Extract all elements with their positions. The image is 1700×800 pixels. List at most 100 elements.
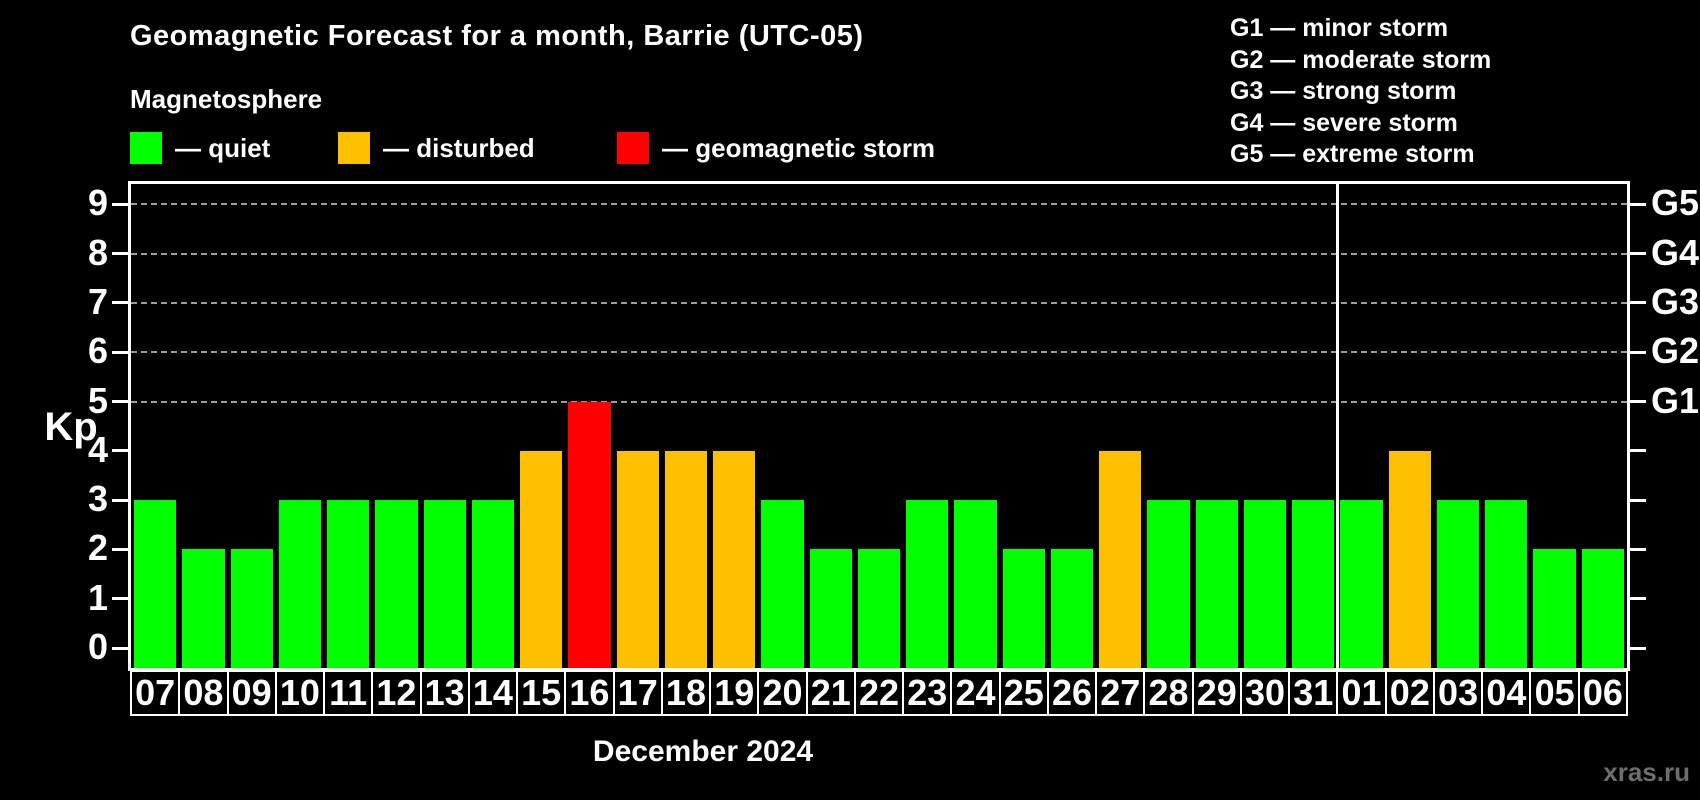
- day-label-15: 15: [516, 670, 567, 716]
- day-label-30: 30: [1239, 670, 1291, 716]
- day-label-29: 29: [1191, 670, 1242, 716]
- y-axis-tick-left-0: [112, 646, 129, 650]
- kp-bar-day-16: [568, 401, 611, 668]
- day-label-27: 27: [1095, 670, 1146, 716]
- day-label-05: 05: [1529, 670, 1580, 716]
- legend-storm-label: — geomagnetic storm: [662, 132, 936, 163]
- g1-legend-line: G1 — minor storm: [1230, 14, 1449, 42]
- watermark: xras.ru: [1603, 757, 1690, 787]
- magnetosphere-label: Magnetosphere: [130, 84, 323, 114]
- y-tick-label-2: 2: [87, 527, 108, 569]
- kp-bar-day-09: [230, 549, 273, 668]
- day-label-04: 04: [1481, 670, 1532, 716]
- day-label-13: 13: [419, 670, 470, 716]
- y-axis-tick-left-9: [112, 202, 129, 206]
- legend-disturbed-label: — disturbed: [383, 132, 535, 163]
- chart-title: Geomagnetic Forecast for a month, Barrie…: [130, 20, 864, 52]
- kp-bar-day-24: [954, 500, 997, 668]
- y-axis-tick-left-4: [112, 449, 129, 453]
- g2-legend-line: G2 — moderate storm: [1230, 45, 1492, 74]
- y-axis-tick-left-2: [112, 547, 129, 551]
- x-axis-label: December 2024: [592, 735, 814, 768]
- y-axis-tick-right-3: [1629, 498, 1646, 502]
- y-tick-label-3: 3: [87, 478, 108, 520]
- day-label-17: 17: [612, 670, 663, 716]
- gridline-g2: [131, 351, 1627, 354]
- y-tick-label-6: 6: [87, 330, 108, 372]
- y-axis-tick-left-3: [112, 498, 129, 502]
- kp-bar-day-12: [375, 500, 418, 668]
- gridline-g3: [131, 301, 1627, 304]
- y-axis-tick-left-7: [112, 301, 129, 305]
- y-axis-tick-right-1: [1629, 597, 1646, 601]
- legend-item-quiet: — quiet: [130, 131, 270, 165]
- kp-bar-day-27: [1099, 450, 1142, 668]
- g4-legend-line: G4 — severe storm: [1230, 108, 1458, 137]
- kp-bar-day-08: [182, 549, 225, 668]
- disturbed-color-swatch: [338, 132, 370, 164]
- kp-bar-day-06: [1581, 549, 1624, 668]
- g5-legend-line: G5 — extreme storm: [1230, 140, 1475, 168]
- y-axis-tick-left-8: [112, 252, 129, 256]
- kp-bar-day-28: [1147, 500, 1190, 668]
- y-tick-label-8: 8: [87, 231, 108, 273]
- kp-bar-day-21: [809, 549, 852, 668]
- day-label-28: 28: [1143, 670, 1194, 716]
- y-tick-label-9: 9: [87, 182, 108, 224]
- day-label-19: 19: [709, 670, 760, 716]
- g-axis-label-g5: G5: [1651, 182, 1700, 224]
- legend-quiet-label: — quiet: [175, 132, 271, 163]
- day-label-25: 25: [998, 670, 1049, 716]
- storm-color-swatch: [617, 132, 649, 164]
- day-label-23: 23: [902, 670, 953, 716]
- day-label-21: 21: [805, 670, 856, 716]
- day-label-31: 31: [1288, 670, 1339, 716]
- day-label-01: 01: [1336, 670, 1387, 716]
- kp-bar-day-19: [713, 450, 756, 668]
- y-axis-tick-left-6: [112, 350, 129, 354]
- kp-bar-day-02: [1388, 450, 1431, 668]
- kp-bar-day-18: [664, 450, 708, 668]
- kp-bar-day-11: [327, 500, 370, 668]
- day-label-09: 09: [226, 670, 277, 716]
- kp-bar-day-15: [520, 450, 563, 668]
- day-label-24: 24: [950, 670, 1001, 716]
- y-tick-label-7: 7: [87, 280, 108, 322]
- plot-frame: [128, 181, 1630, 671]
- g-axis-label-g1: G1: [1651, 379, 1700, 421]
- y-axis-tick-right-5: [1629, 400, 1646, 403]
- kp-bar-day-30: [1243, 500, 1287, 668]
- day-label-07: 07: [130, 670, 181, 716]
- day-label-16: 16: [564, 670, 615, 716]
- y-axis-tick-left-5: [112, 400, 129, 403]
- y-axis-tick-right-9: [1629, 202, 1646, 206]
- y-axis-tick-right-2: [1629, 547, 1646, 551]
- day-label-08: 08: [178, 670, 229, 716]
- day-label-10: 10: [274, 670, 326, 716]
- day-label-11: 11: [323, 670, 374, 716]
- kp-bar-day-14: [471, 500, 515, 668]
- gridline-g1: [131, 400, 1627, 403]
- kp-bar-day-07: [134, 500, 177, 668]
- y-tick-label-0: 0: [87, 626, 108, 667]
- kp-bar-day-23: [906, 500, 949, 668]
- kp-bar-day-10: [278, 500, 322, 668]
- quiet-color-swatch: [130, 132, 162, 164]
- legend-item-disturbed: — disturbed: [338, 131, 535, 165]
- legend-item-storm: — geomagnetic storm: [617, 131, 935, 165]
- day-label-06: 06: [1577, 670, 1628, 716]
- kp-bar-day-13: [423, 500, 466, 668]
- day-label-14: 14: [467, 670, 519, 716]
- y-tick-label-1: 1: [87, 576, 108, 618]
- day-label-12: 12: [371, 670, 422, 716]
- y-axis-tick-right-8: [1629, 252, 1646, 256]
- day-label-02: 02: [1384, 670, 1435, 716]
- y-axis-tick-right-0: [1629, 646, 1646, 650]
- g-axis-label-g2: G2: [1651, 330, 1700, 372]
- y-axis-label: Kp: [44, 405, 98, 449]
- kp-bar-day-22: [857, 549, 901, 668]
- y-axis-tick-right-6: [1629, 350, 1646, 354]
- day-label-03: 03: [1432, 670, 1484, 716]
- g-axis-label-g3: G3: [1651, 280, 1700, 322]
